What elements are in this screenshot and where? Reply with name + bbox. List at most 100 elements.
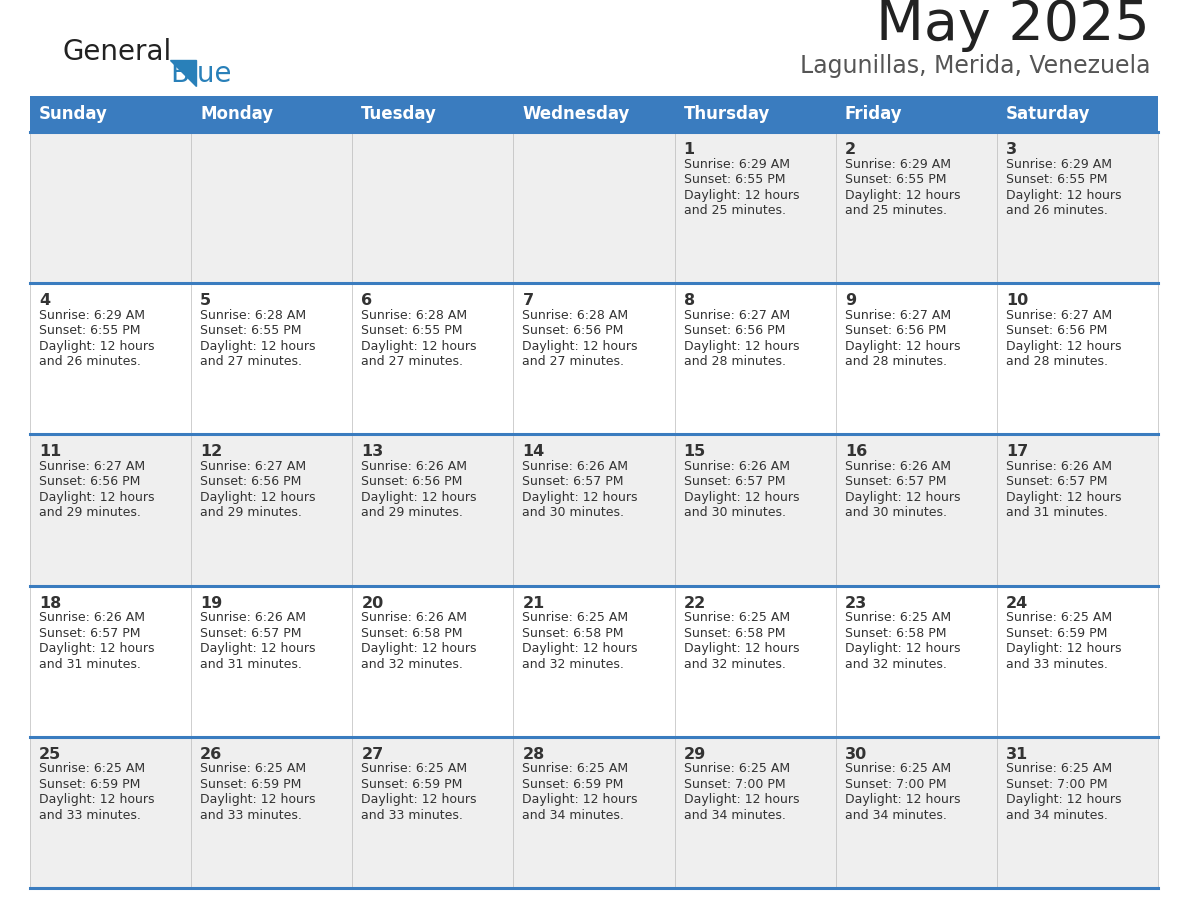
Text: Saturday: Saturday (1006, 105, 1091, 123)
Bar (513, 586, 675, 737)
Text: Sunset: 6:55 PM: Sunset: 6:55 PM (845, 173, 946, 186)
Text: and 30 minutes.: and 30 minutes. (683, 507, 785, 520)
Bar (835, 737, 997, 888)
Text: and 25 minutes.: and 25 minutes. (683, 204, 785, 217)
Text: Daylight: 12 hours: Daylight: 12 hours (361, 491, 476, 504)
Text: 18: 18 (39, 596, 62, 610)
Text: Sunset: 6:55 PM: Sunset: 6:55 PM (1006, 173, 1107, 186)
Text: and 28 minutes.: and 28 minutes. (845, 355, 947, 368)
Text: Sunset: 6:57 PM: Sunset: 6:57 PM (1006, 476, 1107, 488)
Text: Sunrise: 6:27 AM: Sunrise: 6:27 AM (683, 308, 790, 321)
Text: Monday: Monday (200, 105, 273, 123)
Text: Sunrise: 6:25 AM: Sunrise: 6:25 AM (845, 611, 950, 624)
Text: 20: 20 (361, 596, 384, 610)
Text: 17: 17 (1006, 444, 1028, 459)
Text: 14: 14 (523, 444, 544, 459)
Bar (191, 586, 353, 737)
Bar (835, 132, 997, 283)
Text: Sunset: 6:55 PM: Sunset: 6:55 PM (200, 324, 302, 337)
Text: Daylight: 12 hours: Daylight: 12 hours (39, 642, 154, 655)
Text: and 31 minutes.: and 31 minutes. (200, 657, 302, 671)
Text: Daylight: 12 hours: Daylight: 12 hours (200, 491, 316, 504)
Text: Sunrise: 6:25 AM: Sunrise: 6:25 AM (39, 762, 145, 776)
Text: Sunrise: 6:28 AM: Sunrise: 6:28 AM (361, 308, 467, 321)
Text: 11: 11 (39, 444, 62, 459)
Text: Sunset: 6:55 PM: Sunset: 6:55 PM (683, 173, 785, 186)
Text: Sunset: 6:56 PM: Sunset: 6:56 PM (845, 324, 946, 337)
Text: Sunrise: 6:26 AM: Sunrise: 6:26 AM (523, 460, 628, 473)
Text: Sunrise: 6:27 AM: Sunrise: 6:27 AM (39, 460, 145, 473)
Bar (997, 96, 1158, 132)
Text: Sunset: 6:58 PM: Sunset: 6:58 PM (683, 627, 785, 640)
Bar (353, 96, 513, 132)
Text: Daylight: 12 hours: Daylight: 12 hours (683, 188, 800, 201)
Text: Sunrise: 6:25 AM: Sunrise: 6:25 AM (683, 611, 790, 624)
Text: Daylight: 12 hours: Daylight: 12 hours (845, 188, 960, 201)
Text: Daylight: 12 hours: Daylight: 12 hours (1006, 188, 1121, 201)
Bar (835, 434, 997, 586)
Text: and 29 minutes.: and 29 minutes. (39, 507, 141, 520)
Text: Sunrise: 6:25 AM: Sunrise: 6:25 AM (1006, 762, 1112, 776)
Text: Sunrise: 6:25 AM: Sunrise: 6:25 AM (683, 762, 790, 776)
Text: 6: 6 (361, 293, 372, 308)
Text: General: General (62, 38, 171, 66)
Bar (191, 132, 353, 283)
Text: Sunrise: 6:26 AM: Sunrise: 6:26 AM (1006, 460, 1112, 473)
Text: and 32 minutes.: and 32 minutes. (845, 657, 947, 671)
Text: and 27 minutes.: and 27 minutes. (200, 355, 302, 368)
Text: and 29 minutes.: and 29 minutes. (361, 507, 463, 520)
Text: Blue: Blue (170, 60, 232, 88)
Text: Daylight: 12 hours: Daylight: 12 hours (683, 491, 800, 504)
Text: 8: 8 (683, 293, 695, 308)
Text: Daylight: 12 hours: Daylight: 12 hours (200, 340, 316, 353)
Text: Sunrise: 6:29 AM: Sunrise: 6:29 AM (1006, 158, 1112, 171)
Bar (997, 737, 1158, 888)
Text: 30: 30 (845, 747, 867, 762)
Bar (997, 132, 1158, 283)
Bar (191, 283, 353, 434)
Text: Friday: Friday (845, 105, 903, 123)
Text: Sunset: 6:59 PM: Sunset: 6:59 PM (1006, 627, 1107, 640)
Text: 29: 29 (683, 747, 706, 762)
Text: 21: 21 (523, 596, 544, 610)
Text: Daylight: 12 hours: Daylight: 12 hours (39, 491, 154, 504)
Text: Daylight: 12 hours: Daylight: 12 hours (523, 340, 638, 353)
Text: Sunset: 7:00 PM: Sunset: 7:00 PM (845, 778, 947, 790)
Text: Daylight: 12 hours: Daylight: 12 hours (39, 340, 154, 353)
Bar (353, 586, 513, 737)
Text: 3: 3 (1006, 142, 1017, 157)
Text: Daylight: 12 hours: Daylight: 12 hours (523, 642, 638, 655)
Polygon shape (170, 60, 196, 86)
Text: and 34 minutes.: and 34 minutes. (523, 809, 625, 822)
Text: and 29 minutes.: and 29 minutes. (200, 507, 302, 520)
Text: Daylight: 12 hours: Daylight: 12 hours (845, 793, 960, 806)
Text: Sunset: 6:57 PM: Sunset: 6:57 PM (39, 627, 140, 640)
Bar (30, 96, 191, 132)
Text: and 26 minutes.: and 26 minutes. (39, 355, 141, 368)
Text: May 2025: May 2025 (877, 0, 1150, 52)
Bar (675, 586, 835, 737)
Text: and 33 minutes.: and 33 minutes. (361, 809, 463, 822)
Text: Sunrise: 6:26 AM: Sunrise: 6:26 AM (683, 460, 790, 473)
Text: Daylight: 12 hours: Daylight: 12 hours (1006, 340, 1121, 353)
Text: and 33 minutes.: and 33 minutes. (39, 809, 141, 822)
Text: Wednesday: Wednesday (523, 105, 630, 123)
Text: Sunset: 6:58 PM: Sunset: 6:58 PM (523, 627, 624, 640)
Text: Sunrise: 6:26 AM: Sunrise: 6:26 AM (361, 460, 467, 473)
Text: 26: 26 (200, 747, 222, 762)
Text: Daylight: 12 hours: Daylight: 12 hours (683, 793, 800, 806)
Text: and 31 minutes.: and 31 minutes. (1006, 507, 1107, 520)
Text: 10: 10 (1006, 293, 1028, 308)
Text: Sunday: Sunday (39, 105, 108, 123)
Text: Sunset: 6:57 PM: Sunset: 6:57 PM (523, 476, 624, 488)
Bar (191, 737, 353, 888)
Text: Lagunillas, Merida, Venezuela: Lagunillas, Merida, Venezuela (800, 54, 1150, 78)
Text: 16: 16 (845, 444, 867, 459)
Text: 24: 24 (1006, 596, 1028, 610)
Text: 13: 13 (361, 444, 384, 459)
Text: Sunrise: 6:29 AM: Sunrise: 6:29 AM (39, 308, 145, 321)
Bar (30, 586, 191, 737)
Text: and 32 minutes.: and 32 minutes. (523, 657, 625, 671)
Text: Sunrise: 6:26 AM: Sunrise: 6:26 AM (200, 611, 307, 624)
Text: Daylight: 12 hours: Daylight: 12 hours (1006, 491, 1121, 504)
